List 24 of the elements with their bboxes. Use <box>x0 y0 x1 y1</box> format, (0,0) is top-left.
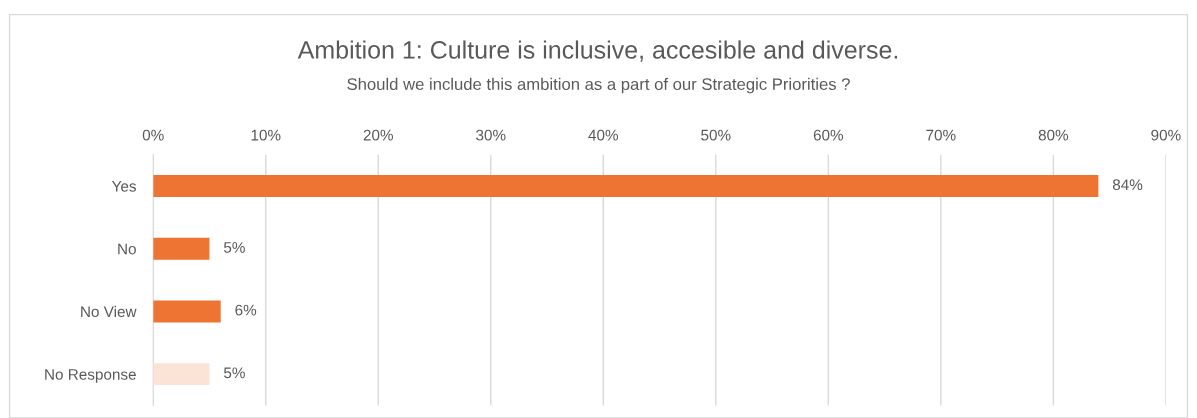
chart-subtitle: Should we include this ambition as a part of our Strategic Priorities ? <box>347 77 850 94</box>
y-tick-label: No <box>118 243 136 255</box>
data-label: 5% <box>223 367 245 379</box>
x-tick-label: 40% <box>588 129 619 141</box>
x-tick-label: 0% <box>142 129 164 141</box>
x-tick-label: 90% <box>1151 129 1181 141</box>
x-tick-label: 70% <box>926 129 956 141</box>
y-tick-label: Yes <box>111 181 136 192</box>
x-tick-label: 30% <box>476 129 506 141</box>
x-tick-label: 50% <box>701 129 731 141</box>
chart-title: Ambition 1: Culture is inclusive, accesible and diverse. <box>297 40 898 62</box>
x-tick-label: 10% <box>251 129 281 141</box>
y-tick-label: No Response <box>45 369 136 383</box>
data-label: 5% <box>223 242 245 253</box>
x-tick-label: 20% <box>363 129 393 141</box>
bar <box>153 175 1099 197</box>
y-tick-label: No View <box>81 305 137 318</box>
bar <box>153 363 210 386</box>
x-tick-label: 80% <box>1038 129 1069 141</box>
bar <box>153 300 221 323</box>
bar <box>153 237 210 260</box>
data-label: 6% <box>235 304 257 316</box>
data-label: 84% <box>1112 179 1143 191</box>
x-tick-label: 60% <box>813 129 844 141</box>
